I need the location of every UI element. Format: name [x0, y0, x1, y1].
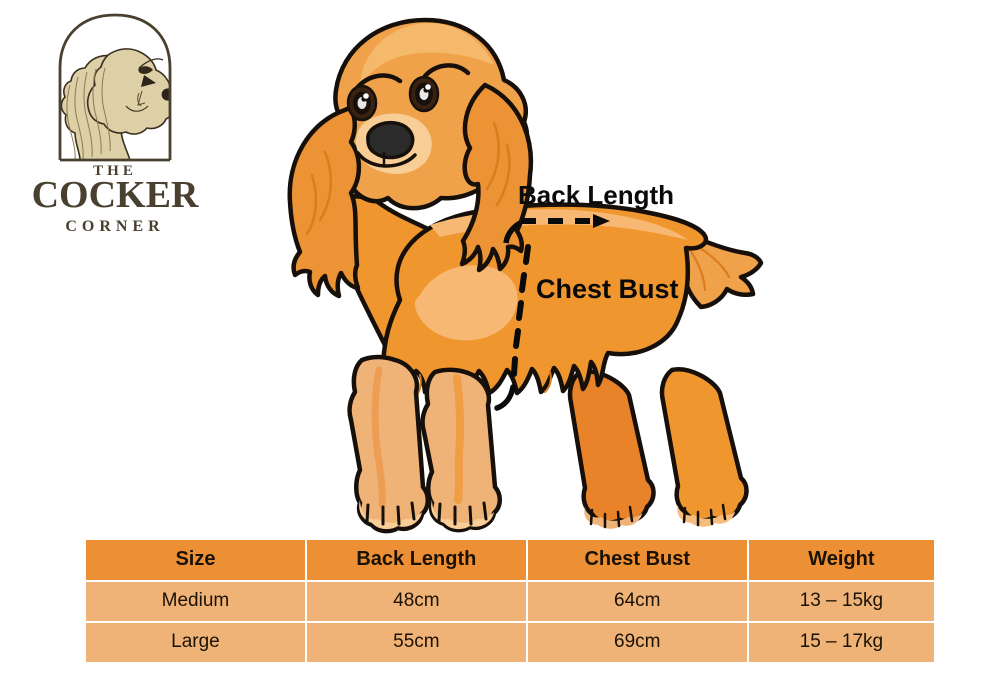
svg-text:Back Length: Back Length	[518, 180, 674, 210]
svg-text:Chest Bust: Chest Bust	[536, 274, 679, 304]
